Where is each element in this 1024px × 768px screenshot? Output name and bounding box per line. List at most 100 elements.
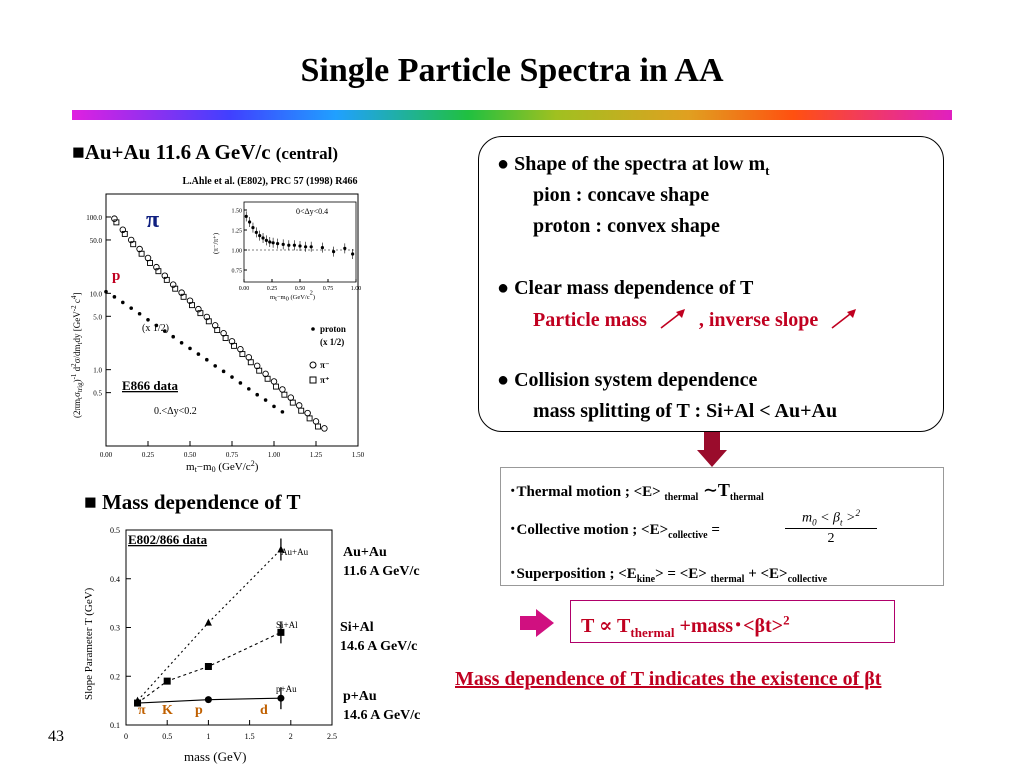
fraction: m0 < βt >2 2 [785,508,877,547]
formula-box: ･Thermal motion ; <E> thermal ∼Tthermal … [500,467,944,586]
page-title: Single Particle Spectra in AA [300,52,724,89]
x-tick-label: 0.75 [226,451,239,459]
proton-point [272,404,276,409]
bullet-proton: proton : convex shape [533,215,720,237]
legend-piplus-marker [309,376,317,384]
proton-point [129,306,133,310]
piplus-point [197,310,204,317]
piminus-point [211,322,219,329]
proton-point [205,357,209,362]
piplus-point [163,276,170,283]
sial-point [163,677,171,685]
proton-point [230,375,234,379]
piplus-point [306,415,313,422]
proton-point [263,398,268,402]
bullet-mass-dependence: ● Clear mass dependence of T [497,277,754,299]
bullet-shape-text: ● Shape of the spectra at low m [497,153,766,175]
slope-dataset-label: E802/866 data [128,532,208,547]
piplus-point [298,407,305,414]
proton-point [238,381,243,385]
piminus-point [195,305,202,313]
piminus-point [253,362,261,370]
system-energy: 11.6 A GeV/c [343,564,420,579]
piminus-point [153,263,160,271]
collective-text: ･Collective motion ; <E> [509,522,669,538]
spectra-y-axis-label: (2πmtσtrig)-1 d2σ/dmtdy [GeV-2 c4] [70,293,84,418]
slope-y-axis-label: Slope Parameter T (GeV) [83,587,95,700]
legend-piminus: π⁻ [320,360,330,370]
formula-thermal: ･Thermal motion ; <E> thermal ∼Tthermal [509,480,764,503]
y-tick-label: 10.0 [90,290,103,298]
inset-y-tick-label: 1.50 [232,209,243,215]
piplus-point [172,285,179,292]
proton-point [196,352,201,356]
label-sial: Si+Al [276,620,298,630]
x-tick-label: 0.50 [184,451,197,459]
thermal-text: ･Thermal motion ; <E> [509,484,665,500]
thermal-sub2: thermal [729,492,764,503]
piminus-point [144,254,152,262]
piplus-point [289,399,296,406]
bullet-mass-splitting: mass splitting of T : Si+Al < Au+Au [533,400,838,422]
piplus-point [130,241,137,248]
inset-y-axis-label: (π⁻/π⁺) [212,232,220,254]
thermal-sub: thermal [664,492,699,503]
piminus-point [203,313,211,321]
piminus-point [111,215,118,222]
piminus-point [136,245,143,253]
right-arrow-icon [520,609,554,637]
piplus-point [180,293,187,300]
piminus-point [220,329,227,337]
pion-label: π [146,207,159,233]
conclusion-text: Mass dependence of T indicates the exist… [455,668,882,690]
proton-point [121,300,125,305]
fraction-denominator: 2 [827,531,835,547]
inset-point [268,240,272,244]
piplus-point [155,268,162,275]
inset-x-tick-label: 0.25 [267,286,278,292]
piplus-point [214,327,221,334]
inset-y-tick-label: 1.25 [232,229,243,235]
x-tick-label: 0 [124,732,128,741]
x-tick-label: 0.5 [162,732,172,741]
inset-point [258,234,262,238]
scale-note: (x 1/2) [142,323,169,334]
piminus-point [228,338,236,345]
collective-sub: collective [668,530,708,541]
sial-point [204,663,212,670]
legend-piplus: π⁺ [320,375,330,385]
inset-point [281,242,285,246]
temperature-formula-box: T ∝ Tthermal +mass･<βt>2 [570,600,895,643]
inset-point [244,214,248,218]
inset-x-tick-label: 0.50 [295,286,306,292]
inset-title: 0<Δy<0.4 [296,207,328,216]
legend-proton-marker [311,327,315,331]
collective-eq: = [707,522,720,538]
y-tick-label: 1.0 [93,367,102,375]
proton-point [188,346,192,351]
section-heading-text: Au+Au 11.6 A GeV/c [84,140,276,164]
piplus-point [113,219,120,226]
piplus-point [189,302,195,309]
slope-frame: 0.5 0.4 0.3 0.2 0.1 0 0.5 1 1.5 2 2.5 [110,526,337,741]
particle-mass-text: Particle mass [533,309,647,331]
legend: proton (x 1/2) π⁻ π⁺ [309,324,346,385]
proton-point [154,323,159,328]
piplus-point [138,250,145,257]
piminus-point [295,402,303,409]
summary-box: ● Shape of the spectra at low mt pion : … [478,136,944,432]
series-line [137,631,282,704]
y-tick-label: 0.5 [93,390,102,398]
down-arrow-icon [697,432,727,467]
system-energy: 14.6 A GeV/c [340,639,418,654]
inset-point [343,246,347,250]
inset-point [264,238,268,242]
spectra-series [104,215,328,432]
slope-x-axis-label: mass (GeV) [184,749,246,764]
piminus-point [321,425,328,432]
label-pau: p+Au [276,684,297,694]
proton-point [163,329,167,333]
x-tick-label: 1.00 [268,451,281,459]
auau-point [204,618,212,626]
x-tick-label: 0.00 [100,451,113,459]
